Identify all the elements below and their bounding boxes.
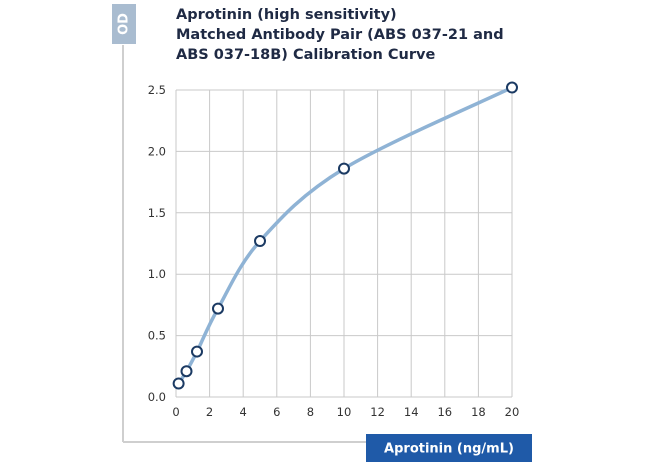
data-point bbox=[180, 365, 193, 378]
x-tick-label: 20 bbox=[505, 405, 520, 419]
chart-title-line-3: ABS 037-18B) Calibration Curve bbox=[176, 47, 435, 63]
xlabel-badge bbox=[366, 434, 532, 462]
xlabel: Aprotinin (ng/mL) bbox=[384, 442, 514, 457]
y-tick-label: 2.0 bbox=[148, 144, 166, 158]
data-point bbox=[172, 377, 185, 390]
x-tick-label: 8 bbox=[307, 405, 314, 419]
y-tick-label: 0.5 bbox=[148, 329, 166, 343]
x-tick-label: 16 bbox=[437, 405, 452, 419]
x-tick-label: 18 bbox=[471, 405, 486, 419]
chart-title-line-2: Matched Antibody Pair (ABS 037-21 and bbox=[176, 27, 504, 43]
x-tick-label: 6 bbox=[273, 405, 280, 419]
x-tick-label: 10 bbox=[337, 405, 352, 419]
data-points bbox=[172, 81, 518, 390]
data-point bbox=[338, 162, 350, 175]
x-tick-label: 2 bbox=[206, 405, 213, 419]
tick-labels: 0 2 4 6 8 10 12 14 16 18 20 0.0 0.5 1.0 1.5 2.0 2.5 bbox=[148, 83, 520, 419]
x-tick-label: 12 bbox=[370, 405, 385, 419]
ylabel: OD bbox=[117, 13, 132, 35]
y-tick-label: 0.0 bbox=[148, 390, 166, 404]
y-tick-label: 2.5 bbox=[148, 83, 166, 97]
x-tick-label: 14 bbox=[404, 405, 419, 419]
data-point bbox=[212, 302, 224, 315]
ylabel-badge bbox=[112, 4, 136, 44]
data-point bbox=[506, 81, 518, 94]
x-tick-label: 4 bbox=[240, 405, 247, 419]
y-tick-label: 1.5 bbox=[148, 206, 166, 220]
chart-title-line-1: Aprotinin (high sensitivity) bbox=[176, 7, 397, 23]
data-point bbox=[254, 235, 266, 248]
fit-curve-layer bbox=[176, 85, 514, 386]
y-tick-label: 1.0 bbox=[148, 267, 166, 281]
data-point bbox=[191, 345, 203, 358]
fit-curve bbox=[176, 85, 514, 386]
x-tick-label: 0 bbox=[172, 405, 179, 419]
grid bbox=[175, 89, 513, 398]
